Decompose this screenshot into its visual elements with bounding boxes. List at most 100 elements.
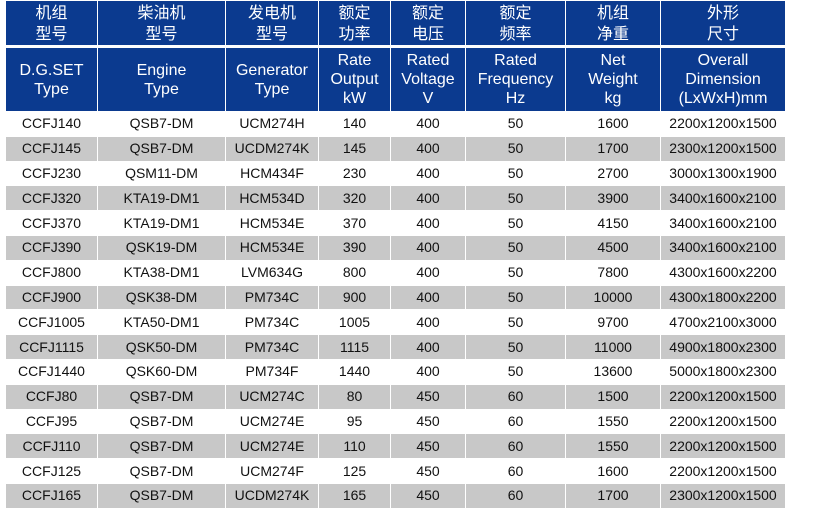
header-cell: Net Weight kg — [565, 46, 661, 112]
table-cell: QSB7-DM — [97, 458, 226, 484]
table-row: CCFJ165 QSB7-DM UCDM274K 165 450 60 1700 2300x1… — [5, 482, 786, 509]
table-row: CCFJ125 QSB7-DM UCM274F 125 450 60 1600 2200x12… — [5, 458, 786, 484]
table-cell: 2300x1200x1500 — [660, 482, 786, 509]
table-row: CCFJ95 QSB7-DM UCM274E 95 450 60 1550 2200x1200… — [5, 408, 786, 435]
table-cell: 50 — [465, 284, 566, 311]
table-cell: CCFJ800 — [5, 259, 98, 286]
table-body: CCFJ140 QSB7-DM UCM274H 140 400 50 1600 2200x12… — [5, 111, 786, 509]
table-cell: 1440 — [318, 358, 391, 385]
table-cell: QSB7-DM — [97, 408, 226, 435]
table-cell: 370 — [318, 210, 391, 236]
header-cell: Generator Type — [225, 46, 319, 112]
table-cell: 450 — [390, 458, 466, 484]
table-cell: 400 — [390, 210, 466, 236]
table-cell: 4150 — [565, 210, 661, 236]
table-cell: 60 — [465, 433, 566, 460]
table-cell: 50 — [465, 309, 566, 336]
header-cell: 额定 频率 — [465, 0, 566, 48]
spec-table: 机组 型号 柴油机 型号 发电机 型号 额定 功率 额定 电压 额定 频率 机组 净重 外形 … — [5, 0, 786, 509]
header-cell: 发电机 型号 — [225, 0, 319, 48]
table-cell: 230 — [318, 160, 391, 187]
header-cell: D.G.SET Type — [5, 46, 98, 112]
table-cell: QSB7-DM — [97, 482, 226, 509]
table-cell: 50 — [465, 358, 566, 385]
table-cell: 145 — [318, 135, 391, 162]
table-cell: 125 — [318, 458, 391, 484]
table-cell: 50 — [465, 234, 566, 261]
table-cell: 60 — [465, 458, 566, 484]
table-row: CCFJ80 QSB7-DM UCM274C 80 450 60 1500 2200x1200… — [5, 383, 786, 410]
table-cell: 1600 — [565, 111, 661, 137]
table-cell: 1005 — [318, 309, 391, 336]
table-cell: CCFJ110 — [5, 433, 98, 460]
table-cell: 2200x1200x1500 — [660, 433, 786, 460]
table-cell: PM734F — [225, 358, 319, 385]
table-cell: CCFJ80 — [5, 383, 98, 410]
table-cell: 400 — [390, 185, 466, 212]
table-row: CCFJ1440 QSK60-DM PM734F 1440 400 50 13600 5000… — [5, 358, 786, 385]
table-cell: 110 — [318, 433, 391, 460]
table-cell: CCFJ320 — [5, 185, 98, 212]
table-row: CCFJ900 QSK38-DM PM734C 900 400 50 10000 4300x1… — [5, 284, 786, 311]
table-cell: 450 — [390, 408, 466, 435]
table-cell: 4500 — [565, 234, 661, 261]
table-row: CCFJ800 KTA38-DM1 LVM634G 800 400 50 7800 4300x… — [5, 259, 786, 286]
table-cell: 3900 — [565, 185, 661, 212]
table-cell: UCDM274K — [225, 135, 319, 162]
table-cell: 400 — [390, 259, 466, 286]
table-cell: QSB7-DM — [97, 383, 226, 410]
table-cell: 10000 — [565, 284, 661, 311]
table-cell: 2200x1200x1500 — [660, 383, 786, 410]
table-cell: CCFJ145 — [5, 135, 98, 162]
table-cell: 2200x1200x1500 — [660, 458, 786, 484]
header-cell: Rated Frequency Hz — [465, 46, 566, 112]
table-cell: UCM274C — [225, 383, 319, 410]
header-cell: 柴油机 型号 — [97, 0, 226, 48]
table-cell: 1700 — [565, 135, 661, 162]
table-cell: UCM274H — [225, 111, 319, 137]
table-cell: CCFJ1440 — [5, 358, 98, 385]
table-cell: 450 — [390, 433, 466, 460]
table-cell: KTA38-DM1 — [97, 259, 226, 286]
table-row: CCFJ145 QSB7-DM UCDM274K 145 400 50 1700 2300x1… — [5, 135, 786, 162]
table-cell: QSB7-DM — [97, 135, 226, 162]
table-cell: CCFJ390 — [5, 234, 98, 261]
table-cell: HCM534D — [225, 185, 319, 212]
table-cell: 400 — [390, 234, 466, 261]
table-cell: 1115 — [318, 334, 391, 360]
table-cell: QSK50-DM — [97, 334, 226, 360]
table-cell: 450 — [390, 383, 466, 410]
table-cell: 80 — [318, 383, 391, 410]
table-cell: 2200x1200x1500 — [660, 111, 786, 137]
table-cell: HCM434F — [225, 160, 319, 187]
table-cell: 50 — [465, 259, 566, 286]
table-cell: 5000x1800x2300 — [660, 358, 786, 385]
spec-table-wrap: 机组 型号 柴油机 型号 发电机 型号 额定 功率 额定 电压 额定 频率 机组 净重 外形 … — [5, 0, 786, 509]
table-cell: 400 — [390, 160, 466, 187]
table-cell: 50 — [465, 135, 566, 162]
table-cell: 140 — [318, 111, 391, 137]
table-cell: 50 — [465, 160, 566, 187]
table-cell: 320 — [318, 185, 391, 212]
table-cell: 900 — [318, 284, 391, 311]
table-cell: CCFJ1005 — [5, 309, 98, 336]
table-row: CCFJ370 KTA19-DM1 HCM534E 370 400 50 4150 3400x… — [5, 210, 786, 236]
table-cell: 2300x1200x1500 — [660, 135, 786, 162]
table-cell: 4300x1600x2200 — [660, 259, 786, 286]
table-cell: 3000x1300x1900 — [660, 160, 786, 187]
table-cell: 60 — [465, 408, 566, 435]
table-cell: PM734C — [225, 309, 319, 336]
table-cell: 3400x1600x2100 — [660, 210, 786, 236]
table-cell: 4700x2100x3000 — [660, 309, 786, 336]
table-cell: QSB7-DM — [97, 111, 226, 137]
header-cell: 机组 净重 — [565, 0, 661, 48]
table-cell: CCFJ125 — [5, 458, 98, 484]
header-cell: 额定 功率 — [318, 0, 391, 48]
table-cell: 2200x1200x1500 — [660, 408, 786, 435]
table-cell: 7800 — [565, 259, 661, 286]
table-cell: 400 — [390, 111, 466, 137]
table-header: 机组 型号 柴油机 型号 发电机 型号 额定 功率 额定 电压 额定 频率 机组 净重 外形 … — [5, 0, 786, 112]
table-cell: 1500 — [565, 383, 661, 410]
table-cell: 450 — [390, 482, 466, 509]
table-cell: 1700 — [565, 482, 661, 509]
